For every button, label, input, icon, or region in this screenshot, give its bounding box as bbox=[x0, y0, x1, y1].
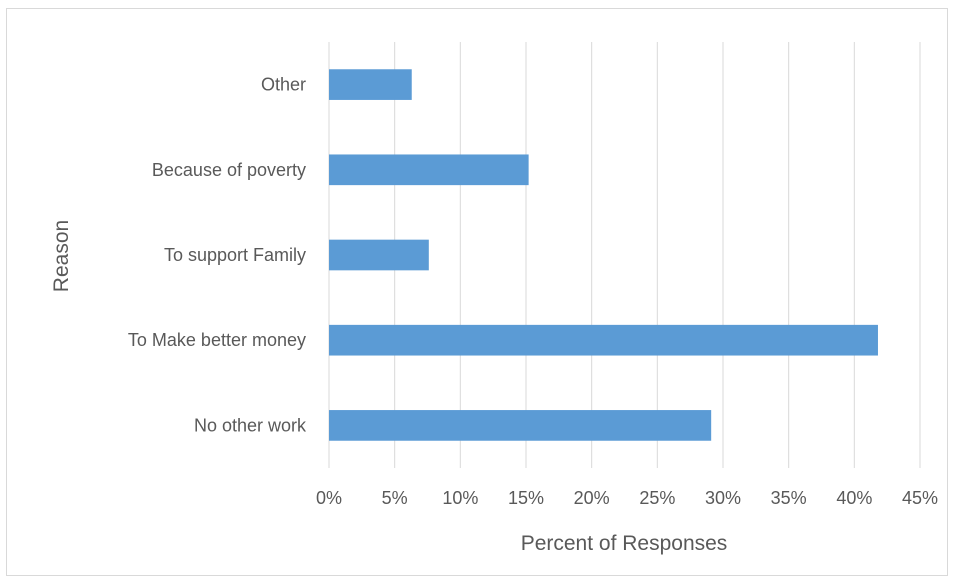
y-axis-title: Reason bbox=[50, 220, 73, 292]
x-tick-label: 0% bbox=[316, 488, 342, 508]
category-label: No other work bbox=[194, 415, 307, 435]
x-tick-label: 10% bbox=[442, 488, 478, 508]
x-tick-label: 25% bbox=[639, 488, 675, 508]
x-tick-label: 35% bbox=[771, 488, 807, 508]
x-tick-label: 5% bbox=[382, 488, 408, 508]
category-label: Because of poverty bbox=[152, 160, 306, 180]
x-tick-label: 20% bbox=[574, 488, 610, 508]
category-labels: Other Because of poverty To support Family… bbox=[128, 75, 307, 436]
x-tick-label: 40% bbox=[836, 488, 872, 508]
category-label: Other bbox=[261, 75, 306, 95]
x-axis-title: Percent of Responses bbox=[521, 532, 728, 555]
bar bbox=[329, 69, 412, 100]
category-label: To support Family bbox=[164, 245, 306, 265]
gridlines bbox=[328, 42, 921, 468]
x-tick-labels: 0% 5% 10% 15% 20% 25% 30% 35% 40% 45% bbox=[316, 488, 938, 508]
bars bbox=[329, 69, 878, 441]
bar bbox=[329, 154, 529, 186]
bar bbox=[329, 239, 429, 271]
x-tick-label: 15% bbox=[508, 488, 544, 508]
bar bbox=[329, 324, 878, 356]
bar bbox=[329, 410, 712, 441]
category-label: To Make better money bbox=[128, 330, 306, 350]
chart-frame bbox=[6, 8, 948, 576]
x-tick-label: 30% bbox=[705, 488, 741, 508]
x-tick-label: 45% bbox=[902, 488, 938, 508]
